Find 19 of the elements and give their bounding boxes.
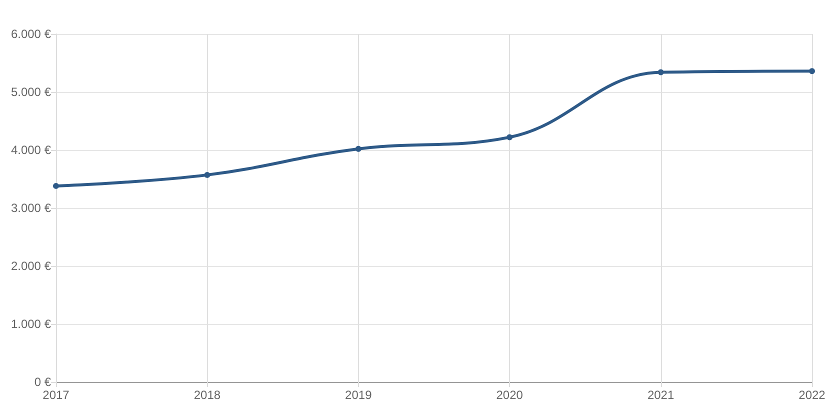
point bbox=[809, 68, 815, 74]
point bbox=[355, 146, 362, 152]
x-tick-label: 2018 bbox=[194, 388, 221, 402]
y-tick-label: 4.000 € bbox=[10, 143, 52, 157]
y-tick-label: 0 € bbox=[34, 375, 52, 389]
x-tick-label: 2019 bbox=[345, 388, 372, 402]
point bbox=[204, 172, 210, 178]
y-tick-label: 2.000 € bbox=[10, 259, 52, 273]
point bbox=[658, 69, 664, 76]
y-tick-label: 5.000 € bbox=[10, 85, 52, 99]
x-tick-label: 2022 bbox=[798, 388, 826, 402]
x-tick-label: 2017 bbox=[42, 388, 70, 402]
y-tick-label: 1.000 € bbox=[10, 317, 52, 331]
x-tick-label: 2020 bbox=[496, 388, 524, 402]
point bbox=[506, 134, 513, 140]
point bbox=[53, 182, 59, 189]
x-tick-label: 2021 bbox=[647, 388, 674, 402]
y-tick-label: 6.000 € bbox=[10, 27, 52, 41]
y-tick-label: 3.000 € bbox=[10, 201, 52, 215]
